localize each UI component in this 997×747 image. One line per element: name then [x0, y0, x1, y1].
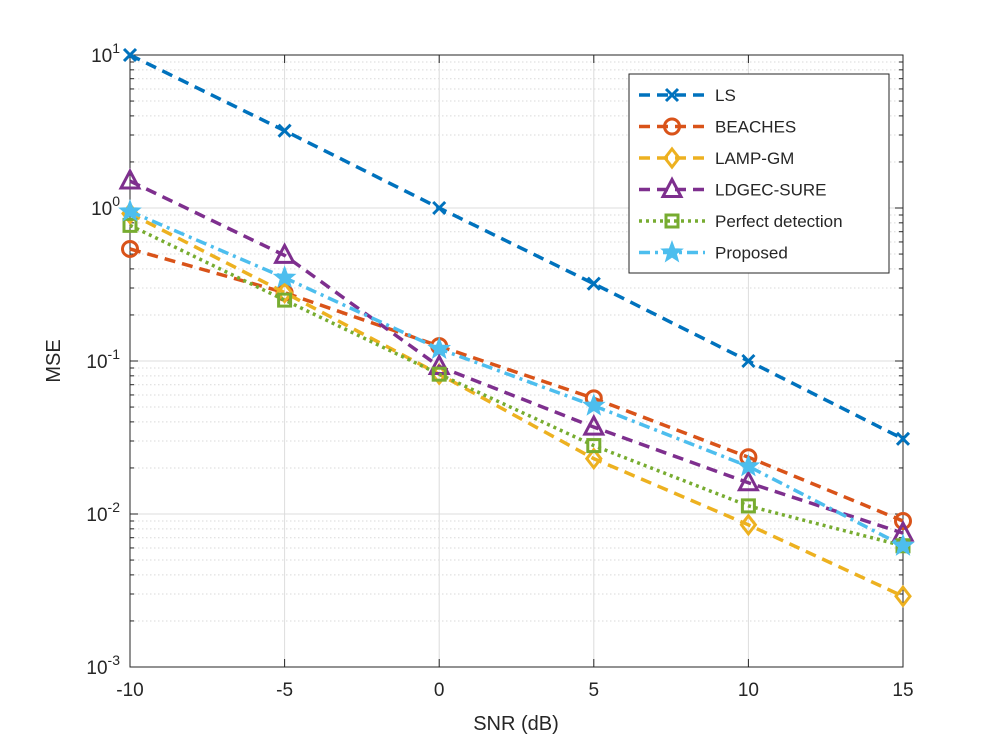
y-axis-title: MSE: [43, 339, 65, 382]
data-point-proposed: [272, 265, 297, 288]
x-axis-title: SNR (dB): [473, 713, 559, 735]
y-tick-label: 101: [91, 40, 120, 67]
data-point-ldgec-sure: [582, 413, 606, 436]
legend: LS BEACHES LAMP-GM LDGEC-SURE Perfect detect…: [628, 73, 890, 274]
legend-marker-ldgec-sure: [660, 176, 684, 198]
data-point-lamp-gm: [894, 584, 912, 608]
y-tick-label: 10-1: [86, 346, 120, 373]
data-point-lamp-gm: [584, 447, 603, 471]
data-point-beaches: [894, 512, 912, 531]
y-tick-label: 100: [91, 193, 120, 220]
data-point-perfect-detection: [586, 438, 602, 454]
legend-label-lamp-gm: LAMP-GM: [715, 149, 794, 168]
legend-box: [628, 73, 890, 274]
data-point-ls: [122, 47, 138, 63]
series-ldgec-sure: [118, 167, 915, 542]
data-point-ldgec-sure: [273, 242, 297, 264]
legend-item-beaches: BEACHES: [639, 117, 796, 137]
series-layer: [118, 47, 915, 608]
data-point-ldgec-sure: [118, 167, 142, 190]
y-tick-label: 10-3: [86, 652, 120, 679]
series-proposed: [118, 198, 915, 556]
legend-item-ldgec-sure: LDGEC-SURE: [639, 176, 826, 200]
legend-marker-beaches: [663, 117, 681, 136]
legend-label-proposed: Proposed: [715, 244, 788, 263]
legend-item-perfect-detection: Perfect detection: [639, 212, 843, 231]
data-point-proposed: [118, 198, 142, 222]
data-point-proposed: [581, 393, 606, 416]
legend-marker-lamp-gm: [663, 146, 681, 170]
data-point-lamp-gm: [739, 513, 758, 537]
data-point-perfect-detection: [431, 366, 447, 382]
legend-item-lamp-gm: LAMP-GM: [639, 146, 794, 170]
data-point-lamp-gm: [275, 281, 294, 305]
data-point-ls: [895, 431, 911, 446]
series-perfect-detection: [122, 217, 911, 554]
data-point-ls: [277, 123, 292, 138]
data-point-proposed: [891, 533, 915, 556]
data-point-ls: [432, 200, 447, 216]
legend-marker-perfect-detection: [664, 213, 680, 229]
data-point-ls: [586, 276, 601, 291]
series-line-lamp-gm: [129, 211, 904, 598]
legend-marker-ls: [664, 87, 680, 103]
x-tick-label: 5: [589, 680, 600, 701]
x-tick-label: -10: [116, 680, 143, 701]
legend-marker-proposed: [660, 240, 684, 263]
legend-item-ls: LS: [639, 86, 736, 105]
legend-item-proposed: Proposed: [639, 240, 788, 263]
x-tick-label: -5: [276, 680, 293, 701]
legend-label-ls: LS: [715, 86, 736, 105]
data-point-perfect-detection: [740, 498, 756, 514]
data-point-ldgec-sure: [427, 353, 451, 376]
series-line-beaches: [129, 247, 904, 523]
data-point-beaches: [121, 239, 139, 258]
data-point-ls: [741, 353, 756, 369]
data-point-proposed: [736, 453, 761, 477]
data-point-proposed: [427, 336, 452, 359]
data-point-perfect-detection: [122, 217, 138, 233]
legend-label-ldgec-sure: LDGEC-SURE: [715, 181, 826, 200]
data-point-perfect-detection: [277, 292, 293, 308]
series-ls: [122, 47, 911, 446]
series-line-proposed: [129, 209, 904, 548]
legend-label-perfect-detection: Perfect detection: [715, 212, 843, 231]
legend-label-beaches: BEACHES: [715, 118, 796, 137]
x-tick-label: 0: [434, 680, 445, 701]
x-tick-label: 15: [892, 680, 913, 701]
x-tick-labels: -10 -5 0 5 10 15: [116, 680, 913, 701]
series-line-perfect-detection: [129, 223, 904, 548]
data-point-ldgec-sure: [736, 469, 760, 492]
y-tick-labels: 10-3 10-2 10-1 100 101: [86, 40, 120, 679]
x-tick-label: 10: [738, 680, 759, 701]
y-tick-label: 10-2: [86, 499, 120, 526]
